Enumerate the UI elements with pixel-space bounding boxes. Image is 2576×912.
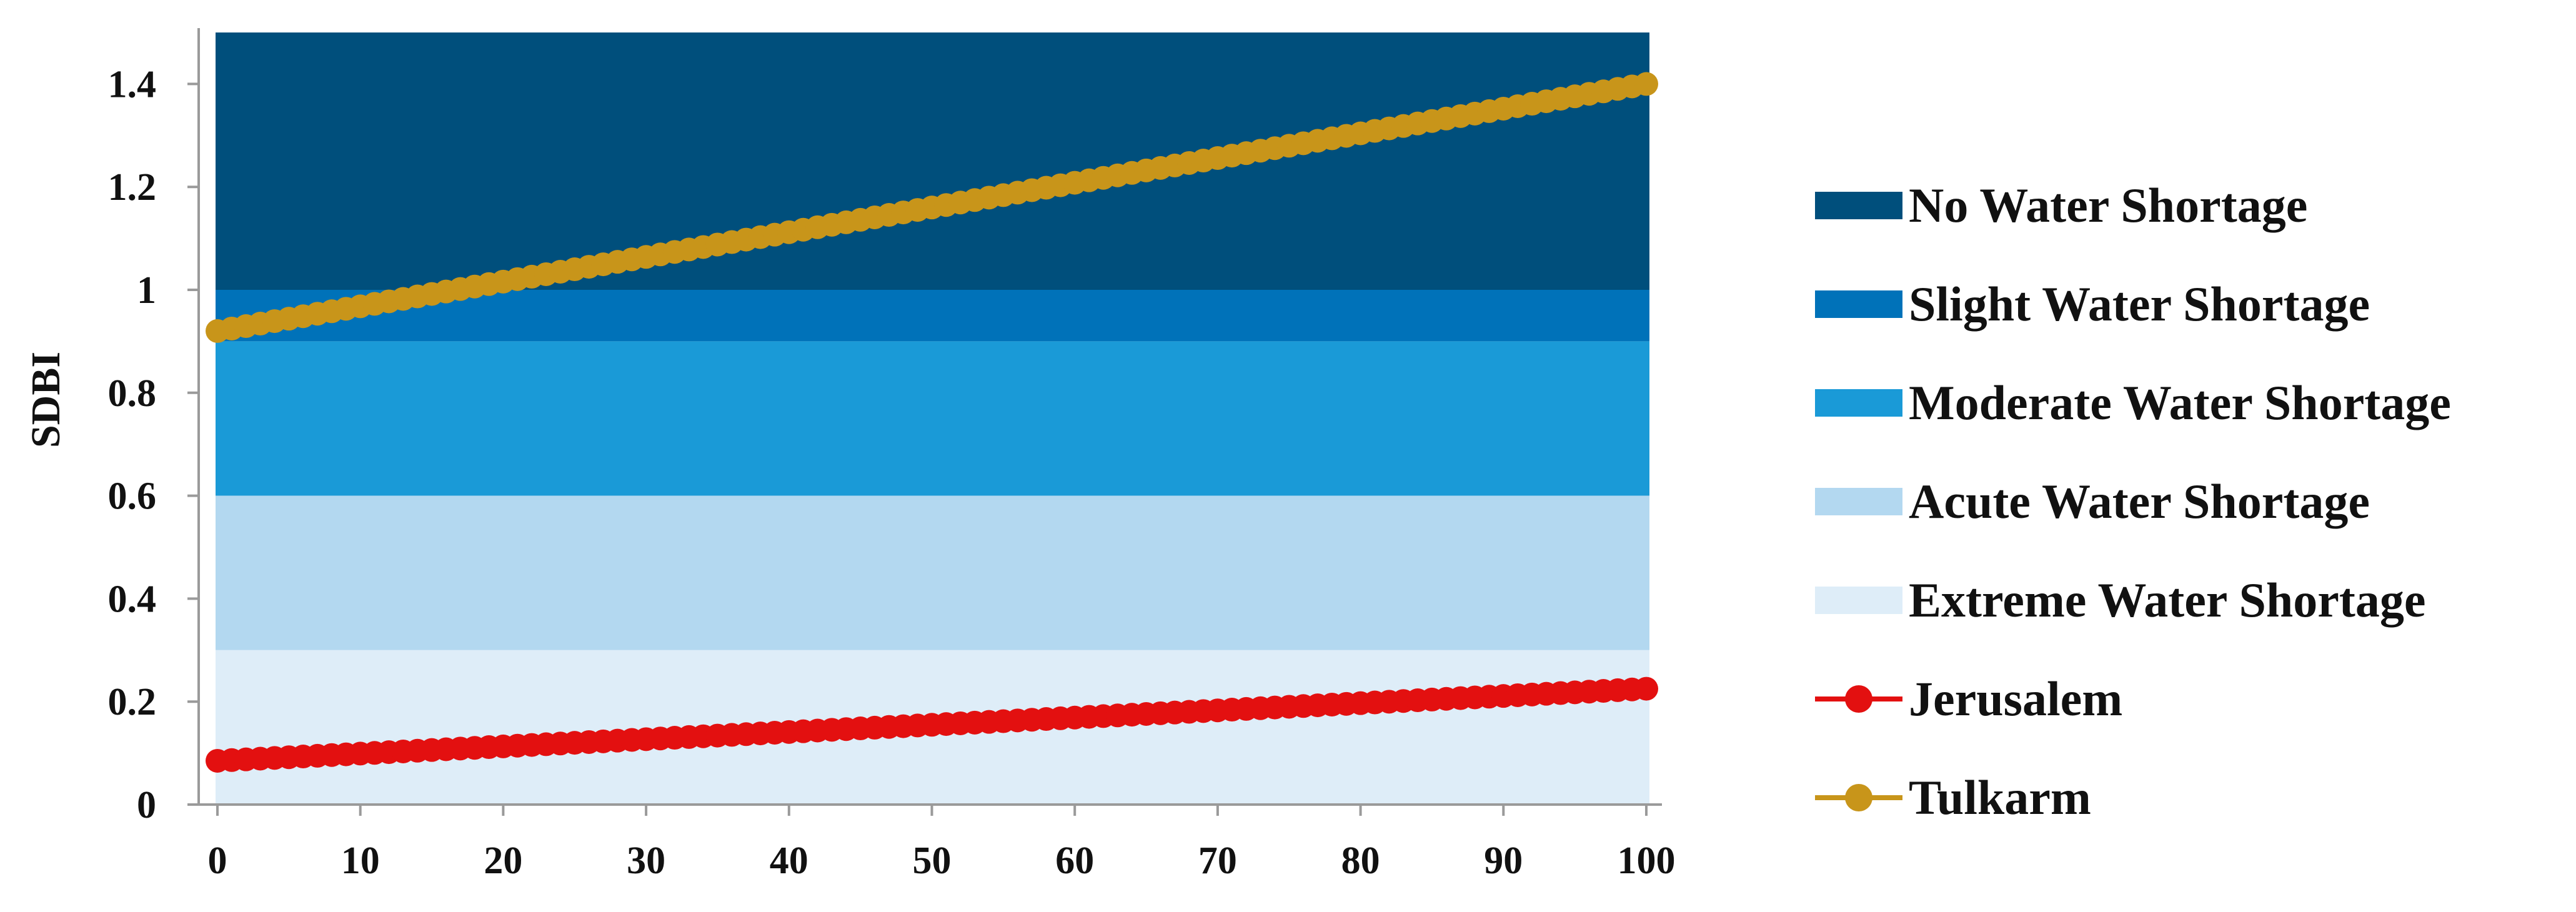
y-tick-label: 1.2 [108,166,157,209]
y-tick-label: 0.6 [108,475,157,518]
legend-label: Tulkarm [1909,770,2091,825]
legend-item-moderate-water-shortage: Moderate Water Shortage [1815,354,2571,452]
y-tick-label: 1.4 [108,63,157,106]
legend-label: Acute Water Shortage [1909,474,2370,528]
y-axis-title: SDBI [23,352,69,448]
x-tick-label: 20 [484,840,522,882]
legend-line-marker [1815,680,1902,718]
x-tick-label: 60 [1055,840,1094,882]
data-point-jerusalem [1634,677,1658,701]
x-tick-label: 0 [208,840,227,882]
legend-label: No Water Shortage [1909,178,2308,232]
legend-line-marker [1815,779,1902,816]
legend-item-slight-water-shortage: Slight Water Shortage [1815,255,2571,354]
data-point-tulkarm [1634,72,1658,96]
legend-swatch [1815,488,1902,515]
x-tick-label: 10 [341,840,380,882]
legend-item-acute-water-shortage: Acute Water Shortage [1815,452,2571,551]
legend-label: Slight Water Shortage [1909,277,2370,331]
legend-swatch [1815,587,1902,614]
y-tick-label: 0.4 [108,578,157,620]
x-tick-label: 80 [1341,840,1380,882]
legend-swatch [1815,290,1902,318]
legend-swatch [1815,389,1902,417]
series [206,72,1658,773]
x-tick-label: 100 [1618,840,1676,882]
y-tick-label: 0.8 [108,372,157,415]
y-tick-label: 1 [137,269,156,312]
legend-item-no-water-shortage: No Water Shortage [1815,156,2571,255]
x-tick-label: 50 [913,840,952,882]
band-acute-water-shortage [216,495,1649,650]
legend-label: Extreme Water Shortage [1909,573,2426,627]
x-tick-label: 90 [1484,840,1523,882]
y-tick-label: 0 [137,784,156,826]
legend: No Water Shortage Slight Water Shortage Mo… [1815,156,2571,847]
x-tick-label: 30 [627,840,665,882]
x-tick-label: 70 [1198,840,1237,882]
legend-label: Jerusalem [1909,672,2123,726]
y-tick-label: 0.2 [108,681,157,723]
series-tulkarm [206,72,1658,343]
legend-item-tulkarm: Tulkarm [1815,748,2571,847]
band-moderate-water-shortage [216,341,1649,496]
legend-swatch [1815,192,1902,219]
x-tick-label: 40 [770,840,808,882]
axes [187,28,1662,816]
tick-labels: 0 0.2 0.4 0.6 0.8 1 1.2 1.4 0 10 20 30 40 50 60 70 80 90 1… [108,63,1676,882]
legend-label: Moderate Water Shortage [1909,375,2451,430]
series-jerusalem [206,677,1658,773]
legend-item-extreme-water-shortage: Extreme Water Shortage [1815,551,2571,650]
legend-item-jerusalem: Jerusalem [1815,650,2571,748]
band-no-water-shortage [216,32,1649,290]
